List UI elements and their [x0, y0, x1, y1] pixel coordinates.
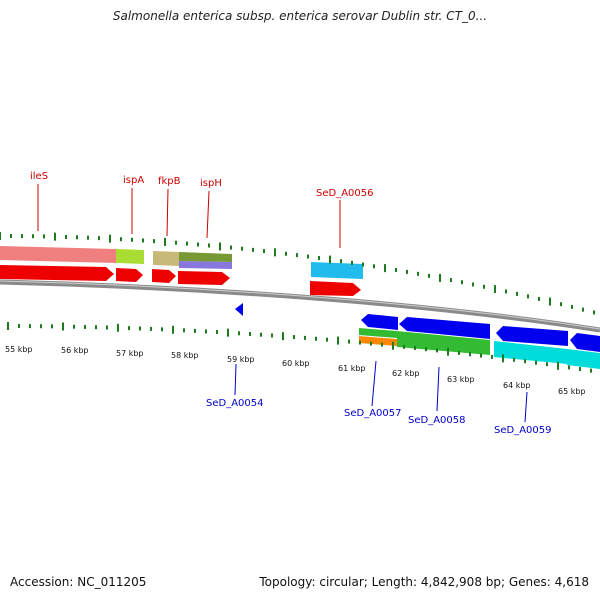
gene-arrow-SeD_A0056[interactable]	[310, 281, 361, 296]
genome-backbone	[0, 279, 600, 333]
kbp-label-60: 60 kbp	[282, 359, 310, 368]
next-reverse-cog-band[interactable]	[567, 349, 600, 369]
kbp-label-55: 55 kbp	[5, 345, 33, 354]
SeD_A0057-cog-band-bottom[interactable]	[359, 336, 397, 346]
SeD_A0059-cog-band[interactable]	[494, 341, 567, 364]
SeD_A0058-cog-band[interactable]	[397, 331, 490, 355]
kbp-label-58: 58 kbp	[171, 351, 199, 360]
leader-SeD_A0057	[371, 360, 377, 407]
kbp-label-61: 61 kbp	[338, 364, 366, 373]
reverse-gene-labels: SeD_A0054 SeD_A0057 SeD_A0058 SeD_A0059	[206, 360, 552, 436]
genome-backbone-highlight	[0, 280, 600, 330]
leader-SeD_A0058	[436, 366, 440, 412]
gene-arrow-fkpB[interactable]	[152, 269, 176, 283]
ispH-cog-band-top[interactable]	[179, 252, 232, 262]
gene-arrow-ileS[interactable]	[0, 265, 114, 281]
gene-label-ileS[interactable]: ileS	[30, 171, 48, 182]
leader-SeD_A0054	[234, 363, 237, 396]
gene-arrow-SeD_A0059[interactable]	[496, 326, 568, 346]
gene-label-SeD_A0056[interactable]: SeD_A0056	[316, 188, 374, 199]
kbp-label-62: 62 kbp	[392, 369, 420, 378]
genome-title: Salmonella enterica subsp. enterica sero…	[112, 9, 488, 23]
reverse-strand-features	[359, 328, 600, 369]
kbp-label-56: 56 kbp	[61, 346, 89, 355]
kbp-label-65: 65 kbp	[558, 387, 586, 396]
inner-tick-ring	[7, 322, 592, 373]
gene-label-ispA[interactable]: ispA	[123, 175, 144, 186]
fkpB-cog-band[interactable]	[153, 251, 179, 266]
leader-ispH	[206, 190, 210, 239]
SeD_A0056-cog-band[interactable]	[311, 262, 363, 279]
forward-gene-labels: ileS ispA fkpB ispH SeD_A0056	[30, 171, 374, 248]
ispA-cog-band[interactable]	[116, 249, 144, 264]
forward-strand-genes	[0, 265, 361, 296]
gene-label-SeD_A0059[interactable]: SeD_A0059	[494, 425, 552, 436]
gene-label-fkpB[interactable]: fkpB	[158, 176, 181, 187]
outer-tick-ring	[0, 232, 595, 315]
accession-text: Accession: NC_011205	[10, 575, 147, 589]
gene-arrow-ispH[interactable]	[178, 271, 230, 285]
SeD_A0057-cog-band-top[interactable]	[359, 328, 397, 338]
gene-arrow-next-reverse[interactable]	[570, 333, 600, 352]
kbp-label-59: 59 kbp	[227, 355, 255, 364]
gene-arrow-ispA[interactable]	[116, 268, 143, 282]
genome-summary-text: Topology: circular; Length: 4,842,908 bp…	[259, 575, 589, 589]
gene-label-ispH[interactable]: ispH	[200, 178, 222, 189]
kbp-label-57: 57 kbp	[116, 349, 144, 358]
kbp-label-63: 63 kbp	[447, 375, 475, 384]
gene-arrow-SeD_A0057[interactable]	[361, 314, 398, 330]
gene-label-SeD_A0058[interactable]: SeD_A0058	[408, 415, 466, 426]
kbp-scale: 55 kbp 56 kbp 57 kbp 58 kbp 59 kbp 60 kb…	[5, 345, 586, 396]
leader-SeD_A0059	[524, 391, 528, 423]
forward-strand-features	[0, 246, 363, 279]
ileS-cog-band[interactable]	[0, 246, 116, 263]
reverse-strand-genes	[235, 303, 600, 352]
leader-fkpB	[166, 188, 169, 237]
gene-arrow-SeD_A0054[interactable]	[235, 303, 243, 316]
gene-label-SeD_A0054[interactable]: SeD_A0054	[206, 398, 264, 409]
kbp-label-64: 64 kbp	[503, 381, 531, 390]
ispH-cog-band-bottom[interactable]	[179, 261, 232, 269]
gene-arrow-SeD_A0058[interactable]	[399, 317, 490, 339]
gene-label-SeD_A0057[interactable]: SeD_A0057	[344, 408, 402, 419]
